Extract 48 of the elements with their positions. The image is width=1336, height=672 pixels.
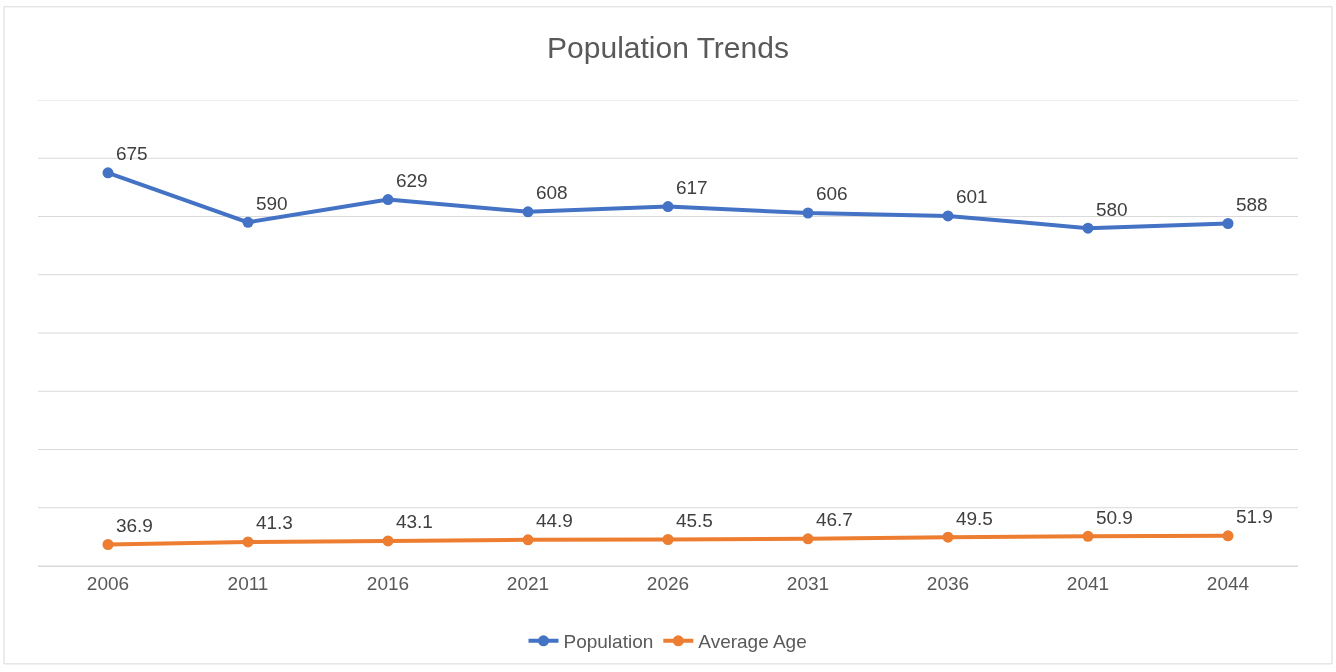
point bbox=[662, 534, 674, 545]
data-label: 51.9 bbox=[1235, 506, 1273, 528]
point bbox=[1222, 217, 1234, 229]
point bbox=[522, 206, 534, 218]
data-label: 617 bbox=[675, 176, 708, 198]
point bbox=[242, 216, 254, 228]
data-label: 608 bbox=[535, 182, 568, 204]
point bbox=[382, 535, 394, 547]
point bbox=[802, 533, 814, 545]
x-tick-label: 2044 bbox=[1206, 572, 1250, 594]
point bbox=[102, 539, 114, 551]
x-tick-label: 2016 bbox=[366, 572, 410, 594]
point bbox=[662, 201, 674, 213]
point bbox=[102, 167, 114, 179]
legend-label: Average Age bbox=[698, 631, 807, 653]
x-tick-label: 2006 bbox=[86, 572, 130, 594]
data-label: 43.1 bbox=[395, 511, 433, 533]
point bbox=[942, 531, 954, 543]
x-tick-label: 2026 bbox=[646, 572, 690, 594]
data-label: 601 bbox=[955, 186, 988, 208]
x-tick-label: 2041 bbox=[1066, 572, 1110, 594]
x-tick-label: 2021 bbox=[506, 572, 550, 594]
point bbox=[242, 536, 254, 548]
data-label: 590 bbox=[255, 192, 288, 214]
point bbox=[1082, 222, 1094, 234]
point bbox=[1082, 530, 1094, 542]
data-label: 629 bbox=[395, 169, 428, 191]
point bbox=[382, 194, 394, 206]
data-label: 580 bbox=[1095, 198, 1128, 220]
data-label: 675 bbox=[115, 143, 148, 165]
data-label: 606 bbox=[815, 183, 848, 205]
data-label: 46.7 bbox=[815, 509, 853, 531]
chart-title: Population Trends bbox=[547, 30, 789, 64]
point bbox=[522, 534, 534, 546]
data-label: 44.9 bbox=[535, 510, 573, 532]
data-label: 588 bbox=[1235, 193, 1268, 215]
data-label: 41.3 bbox=[255, 512, 293, 534]
point bbox=[942, 210, 954, 222]
point bbox=[802, 207, 814, 219]
data-label: 50.9 bbox=[1095, 506, 1133, 528]
x-tick-label: 2011 bbox=[227, 572, 269, 594]
legend-label: Population bbox=[563, 631, 654, 653]
data-label: 49.5 bbox=[955, 507, 993, 529]
x-tick-label: 2036 bbox=[926, 572, 970, 594]
x-tick-label: 2031 bbox=[786, 572, 830, 594]
point bbox=[1222, 530, 1234, 542]
data-label: 36.9 bbox=[115, 514, 153, 536]
data-label: 45.5 bbox=[675, 509, 713, 531]
